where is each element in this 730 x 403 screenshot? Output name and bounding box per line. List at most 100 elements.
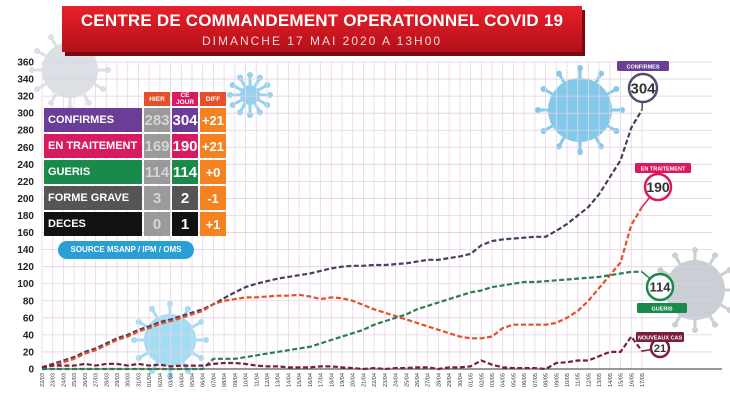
row-ce-jour: 114 (172, 160, 198, 184)
y-tick-label: 360 (17, 58, 34, 69)
virus-spike (37, 50, 47, 58)
x-axis: 22/03 23/03 24/03 25/03 26/03 27/03 28/03 29/03… (40, 373, 646, 387)
x-tick-label: 06/04 (201, 373, 207, 387)
title-banner: CENTRE DE COMMANDEMENT OPERATIONNEL COVI… (62, 6, 582, 52)
virus-icon (535, 65, 625, 155)
source-badge: SOURCE MSANP / IPM / OMS (58, 241, 194, 259)
summary-row: GUERIS 114 114 +0 (44, 160, 226, 184)
x-tick-label: 04/05 (501, 373, 507, 387)
row-label: GUERIS (44, 160, 142, 184)
y-tick-label: 220 (17, 177, 34, 188)
y-tick-label: 320 (17, 92, 34, 103)
series-end-label: 21 (654, 343, 666, 355)
virus-knob (237, 109, 243, 116)
x-tick-label: 21/04 (361, 373, 367, 387)
virus-knob (712, 321, 718, 328)
virus-knob (198, 319, 205, 325)
summary-row: EN TRAITEMENT 169 190 +21 (44, 134, 226, 158)
virus-knob (726, 307, 730, 313)
x-tick-label: 14/04 (286, 373, 292, 387)
virus-knob (167, 373, 173, 379)
virus-knob (672, 321, 678, 328)
callout-circle (645, 272, 675, 302)
y-tick-label: 100 (17, 279, 34, 290)
x-tick-label: 09/04 (233, 373, 239, 387)
row-ce-jour: 1 (172, 212, 198, 236)
chart-title: CENTRE DE COMMANDEMENT OPERATIONNEL COVI… (80, 11, 564, 30)
series-line (41, 109, 643, 369)
x-tick-label: 28/03 (104, 373, 110, 387)
virus-knob (203, 337, 209, 343)
y-tick-label: 160 (17, 228, 34, 239)
col-ce-jour: CE JOUR (172, 92, 198, 106)
virus-spike (674, 255, 682, 265)
y-axis: 0204060801001201401601802002202402602803… (17, 58, 722, 376)
x-tick-label: 17/04 (319, 373, 325, 387)
x-tick-label: 27/03 (94, 373, 100, 387)
virus-spike (720, 269, 730, 277)
virus-knob (692, 327, 698, 333)
series-line (42, 270, 642, 371)
summary-header-row: HIER CE JOUR DIFF (44, 92, 226, 106)
row-diff: +0 (200, 160, 226, 184)
y-tick-label: 240 (17, 160, 34, 171)
y-tick-label: 20 (23, 347, 35, 358)
virus-knob (149, 305, 155, 312)
y-tick-label: 40 (23, 330, 35, 341)
x-tick-label: 22/04 (372, 373, 378, 387)
callout-tag-label: EN TRAITEMENT (641, 167, 686, 173)
x-tick-label: 29/03 (115, 373, 121, 387)
virus-icon (227, 72, 273, 118)
virus-knob (34, 48, 41, 54)
virus-knob (257, 74, 263, 81)
virus-knob (229, 82, 236, 88)
series-line (41, 206, 643, 369)
row-label: DECES (44, 212, 142, 236)
virus-knob (556, 143, 562, 150)
virus-knob (99, 86, 106, 92)
x-tick-label: 23/03 (51, 373, 57, 387)
x-tick-label: 03/05 (490, 373, 496, 387)
virus-spike (674, 315, 682, 325)
chart-series (41, 109, 643, 371)
virus-knob (577, 149, 583, 155)
virus-knob (672, 252, 678, 259)
virus-knob (712, 252, 718, 259)
callout-circle (643, 172, 673, 202)
col-hier: HIER (144, 92, 170, 106)
x-tick-label: 17/05 (640, 373, 646, 387)
row-label: EN TRAITEMENT (44, 134, 142, 158)
x-tick-label: 19/04 (340, 373, 346, 387)
virus-knob (198, 355, 205, 361)
chart-callouts: 304 CONFIRMES 190 EN TRAITEMENT 114 GUERIS 21N… (617, 61, 691, 359)
row-diff: +21 (200, 134, 226, 158)
callout-tag (635, 163, 691, 173)
row-label: FORME GRAVE (44, 186, 142, 210)
virus-body (240, 85, 260, 105)
y-tick-label: 300 (17, 109, 34, 120)
callout-tag (617, 61, 669, 71)
x-tick-label: 25/04 (404, 373, 410, 387)
virus-knob (237, 74, 243, 81)
row-ce-jour: 2 (172, 186, 198, 210)
row-diff: +1 (200, 212, 226, 236)
x-tick-label: 23/04 (383, 373, 389, 387)
x-tick-label: 16/04 (308, 373, 314, 387)
row-hier: 0 (144, 212, 170, 236)
y-tick-label: 260 (17, 143, 34, 154)
y-tick-label: 80 (23, 296, 35, 307)
virus-knob (657, 267, 664, 273)
x-tick-label: 15/05 (619, 373, 625, 387)
virus-body (144, 314, 196, 366)
x-tick-label: 02/04 (158, 373, 164, 387)
col-diff: DIFF (200, 92, 226, 106)
x-tick-label: 03/04 (169, 373, 175, 387)
y-tick-label: 60 (23, 313, 35, 324)
virus-body (42, 42, 98, 98)
virus-body (548, 78, 612, 142)
x-tick-label: 09/05 (554, 373, 560, 387)
x-tick-label: 29/04 (447, 373, 453, 387)
virus-spike (720, 303, 730, 311)
virus-knob (185, 305, 191, 312)
virus-knob (577, 65, 583, 71)
